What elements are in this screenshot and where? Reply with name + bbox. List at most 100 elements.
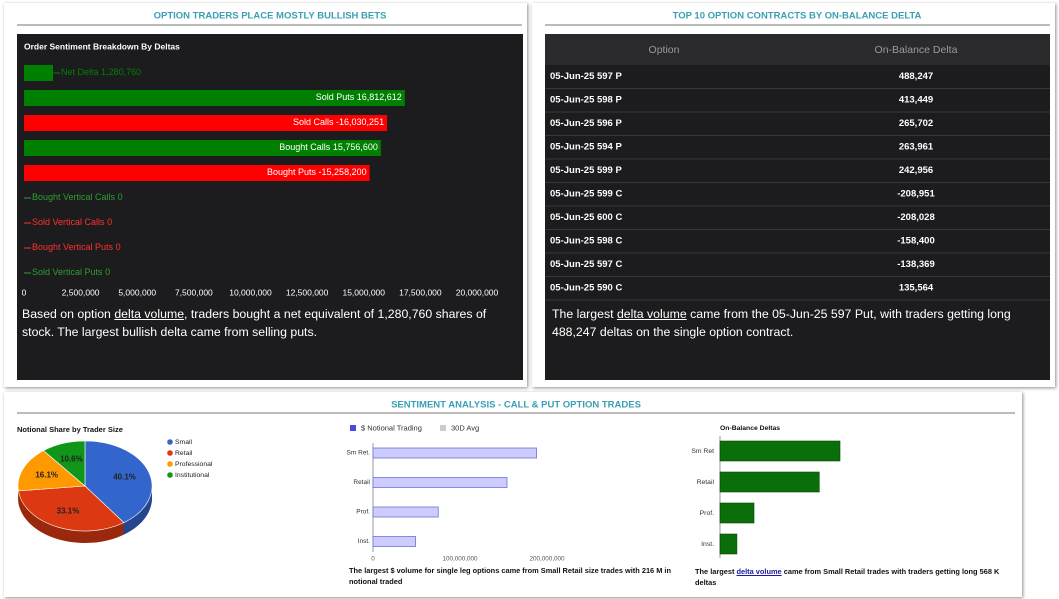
x-tick-label: 20,000,000 bbox=[456, 287, 499, 297]
x-tick-label: 10,000,000 bbox=[229, 287, 272, 297]
pie-slice bbox=[18, 485, 125, 532]
chart-title: Notional Share by Trader Size bbox=[17, 425, 123, 434]
bar-label: Sold Vertical Puts 0 bbox=[32, 267, 110, 277]
note-text: Based on option delta volume, traders bo… bbox=[22, 305, 517, 341]
note-text: came from Small Retail trades with trade… bbox=[695, 567, 1000, 587]
bar-label: Sold Calls -16,030,251 bbox=[293, 117, 384, 127]
category-label: Net Delta bbox=[61, 67, 99, 77]
category-label: Bought Vertical Puts bbox=[32, 242, 114, 252]
link[interactable]: delta volume bbox=[114, 307, 185, 321]
data-label: 40.1% bbox=[113, 473, 136, 482]
legend-label: Small bbox=[175, 439, 192, 446]
note-text: The largest delta volume came from the 0… bbox=[552, 305, 1047, 341]
link[interactable]: delta volume bbox=[616, 307, 687, 321]
data-label: 33.1% bbox=[57, 507, 80, 516]
bar bbox=[719, 502, 755, 524]
legend-label: Retail bbox=[175, 450, 193, 457]
x-tick-label: 5,000,000 bbox=[118, 287, 156, 297]
note: The largest delta volume came from Small… bbox=[695, 566, 1020, 588]
legend-label: 30D Avg bbox=[451, 423, 479, 432]
legend-swatch bbox=[440, 425, 446, 431]
y-tick-label: Retail bbox=[697, 479, 715, 486]
table-cell: -158,400 bbox=[897, 236, 935, 247]
table-cell: 05-Jun-25 599 C bbox=[550, 189, 622, 200]
panel bbox=[4, 392, 1022, 597]
y-tick-label: Prof. bbox=[700, 510, 714, 517]
table-cell: -208,951 bbox=[897, 189, 935, 200]
data-label: 10.6% bbox=[60, 455, 83, 464]
table-cell: 265,702 bbox=[899, 118, 933, 129]
category-label: Bought Puts bbox=[267, 167, 317, 177]
bar-label: Bought Puts -15,258,200 bbox=[267, 167, 367, 177]
bar bbox=[372, 506, 439, 518]
table-cell: 05-Jun-25 590 C bbox=[550, 283, 622, 294]
bar-label: Net Delta 1,280,760 bbox=[61, 67, 141, 77]
bar bbox=[719, 533, 738, 555]
panel-title: OPTION TRADERS PLACE MOSTLY BULLISH BETS bbox=[154, 11, 387, 22]
value-label: 16,812,612 bbox=[357, 92, 402, 102]
note: Based on option delta volume, traders bo… bbox=[22, 305, 517, 341]
x-tick-label: 0 bbox=[371, 556, 375, 563]
pie-slice bbox=[84, 440, 153, 523]
category-label: Sold Puts bbox=[316, 92, 355, 102]
x-tick-label: 7,500,000 bbox=[175, 287, 213, 297]
value-label: 0 bbox=[118, 192, 123, 202]
legend-label: Institutional bbox=[175, 472, 210, 479]
bar-label: Bought Vertical Calls 0 bbox=[32, 192, 123, 202]
column-header: On-Balance Delta bbox=[875, 44, 958, 56]
link[interactable]: delta volume bbox=[736, 567, 782, 576]
table-cell: 05-Jun-25 598 P bbox=[550, 95, 622, 106]
note: The largest $ volume for single leg opti… bbox=[349, 566, 671, 586]
note-text: The largest bbox=[695, 567, 737, 576]
x-tick-label: 12,500,000 bbox=[286, 287, 329, 297]
bar bbox=[24, 115, 388, 131]
x-tick-label: 100,000,000 bbox=[442, 556, 478, 563]
value-label: 0 bbox=[107, 217, 112, 227]
bar bbox=[24, 165, 370, 181]
table-cell: 05-Jun-25 597 C bbox=[550, 259, 622, 270]
y-tick-label: Sm Ret. bbox=[347, 450, 371, 457]
y-tick-label: Inst. bbox=[701, 541, 714, 548]
value-label: -15,258,200 bbox=[319, 167, 367, 177]
value-label: -16,030,251 bbox=[336, 117, 384, 127]
bar-label: Bought Vertical Puts 0 bbox=[32, 242, 121, 252]
y-tick-label: Retail bbox=[353, 479, 370, 486]
table-cell: 05-Jun-25 594 P bbox=[550, 142, 622, 153]
note: The largest delta volume came from the 0… bbox=[552, 305, 1047, 341]
legend-swatch bbox=[350, 425, 356, 431]
category-label: Sold Vertical Puts bbox=[32, 267, 103, 277]
bar bbox=[719, 471, 820, 493]
table-cell: 05-Jun-25 597 P bbox=[550, 71, 622, 82]
value-label: 1,280,760 bbox=[101, 67, 141, 77]
value-label: 0 bbox=[105, 267, 110, 277]
legend-swatch bbox=[167, 450, 173, 456]
bar-label: Sold Vertical Calls 0 bbox=[32, 217, 112, 227]
bar bbox=[24, 65, 54, 81]
category-label: Bought Calls bbox=[279, 142, 331, 152]
bar-label: Sold Puts 16,812,612 bbox=[316, 92, 402, 102]
bar bbox=[372, 477, 508, 488]
bar-label: Bought Calls 15,756,600 bbox=[279, 142, 378, 152]
legend-swatch bbox=[167, 461, 173, 467]
table-cell: 05-Jun-25 599 P bbox=[550, 165, 622, 176]
note-text: The largest delta volume came from Small… bbox=[695, 566, 1020, 588]
legend-label: $ Notional Trading bbox=[361, 423, 422, 432]
table-cell: -138,369 bbox=[897, 259, 935, 270]
column-header: Option bbox=[649, 44, 680, 56]
x-tick-label: 0 bbox=[22, 287, 27, 297]
note-text: came from the 05-Jun-25 597 Put, with tr… bbox=[552, 307, 1011, 339]
legend-swatch bbox=[167, 439, 173, 445]
legend-label: Professional bbox=[175, 461, 213, 468]
note-text: The largest $ volume for single leg opti… bbox=[349, 566, 671, 586]
bar bbox=[372, 536, 417, 547]
table-cell: 242,956 bbox=[899, 165, 933, 176]
bar bbox=[24, 90, 405, 106]
bar bbox=[372, 447, 537, 459]
x-tick-label: 2,500,000 bbox=[62, 287, 100, 297]
table-cell: -208,028 bbox=[897, 212, 935, 223]
y-tick-label: Prof. bbox=[356, 509, 370, 516]
data-label: 16.1% bbox=[35, 470, 58, 479]
legend-swatch bbox=[167, 472, 173, 478]
y-tick-label: Inst. bbox=[358, 538, 370, 545]
